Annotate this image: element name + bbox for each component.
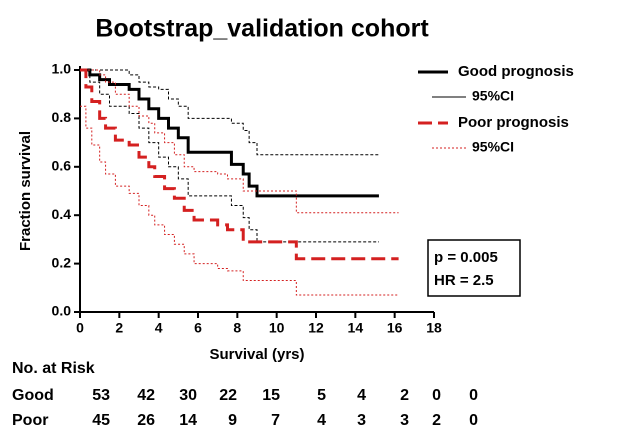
x-tick-label: 12	[308, 320, 324, 336]
risk-value: 2	[400, 387, 409, 404]
risk-value: 0	[432, 387, 441, 404]
x-tick-label: 10	[269, 320, 285, 336]
stats-box	[427, 239, 521, 297]
risk-value: 0	[469, 387, 478, 404]
y-tick-label: 0.6	[52, 158, 72, 174]
risk-value: 3	[400, 412, 409, 429]
x-tick-label: 0	[76, 320, 84, 336]
chart-title: Bootstrap_validation cohort	[95, 15, 429, 43]
legend-label: Good prognosis	[458, 63, 574, 80]
risk-value: 9	[228, 412, 237, 429]
x-tick-label: 14	[348, 320, 364, 336]
survival-line	[80, 68, 399, 261]
x-tick-label: 4	[155, 320, 163, 336]
risk-value: 2	[432, 412, 441, 429]
ci-line	[80, 69, 379, 156]
ci-line	[80, 105, 399, 296]
y-axis-label: Fraction survival	[17, 131, 34, 251]
survival-line	[80, 68, 379, 198]
risk-value: 53	[92, 387, 110, 404]
y-tick-label: 0.2	[52, 254, 72, 270]
risk-value: 30	[179, 387, 197, 404]
risk-value: 15	[262, 387, 280, 404]
risk-value: 4	[357, 387, 366, 404]
legend-label: Poor prognosis	[458, 114, 569, 131]
legend-label: 95%CI	[472, 139, 514, 155]
y-tick-label: 1.0	[52, 61, 72, 77]
risk-value: 4	[317, 412, 326, 429]
risk-value: 45	[92, 412, 110, 429]
y-tick-label: 0.4	[52, 206, 72, 222]
ci-line	[80, 69, 379, 243]
risk-value: 7	[271, 412, 280, 429]
y-tick-label: 0.8	[52, 109, 72, 125]
risk-row-label: Poor	[12, 412, 48, 429]
legend-label: 95%CI	[472, 88, 514, 104]
risk-value: 42	[137, 387, 155, 404]
risk-value: 14	[179, 412, 197, 429]
x-axis-label: Survival (yrs)	[209, 346, 304, 363]
x-tick-label: 2	[115, 320, 123, 336]
risk-value: 5	[317, 387, 326, 404]
risk-value: 0	[469, 412, 478, 429]
risk-value: 26	[137, 412, 155, 429]
risk-value: 3	[357, 412, 366, 429]
annotation: p = 0.005	[434, 249, 498, 266]
risk-title: No. at Risk	[12, 360, 95, 377]
risk-row-label: Good	[12, 387, 54, 404]
x-tick-label: 6	[194, 320, 202, 336]
y-tick-label: 0.0	[52, 303, 72, 319]
ci-line	[80, 69, 399, 214]
annotation: HR = 2.5	[434, 272, 494, 289]
x-tick-label: 18	[426, 320, 442, 336]
x-tick-label: 8	[233, 320, 241, 336]
risk-value: 22	[219, 387, 237, 404]
x-tick-label: 16	[387, 320, 403, 336]
